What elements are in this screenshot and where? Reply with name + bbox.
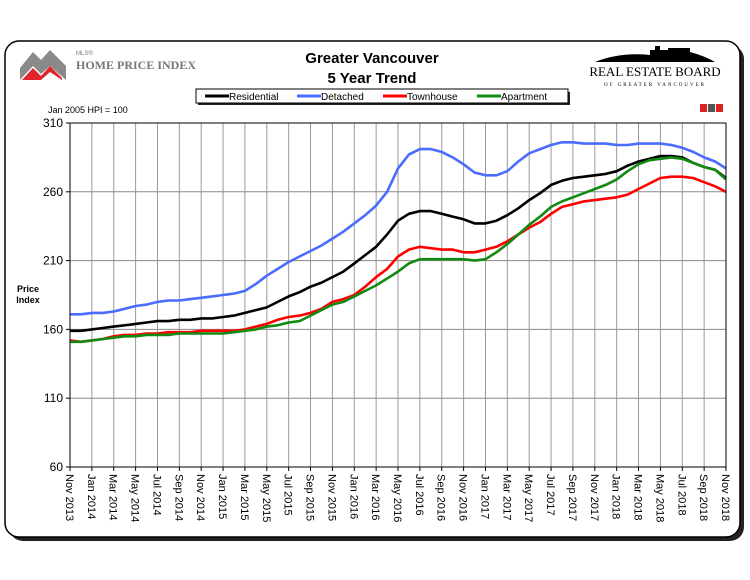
x-tick-label: Sep 2018 bbox=[697, 474, 709, 521]
y-tick-label: 60 bbox=[50, 460, 64, 474]
x-tick-label: Jul 2016 bbox=[413, 474, 425, 516]
legend: Residential Detached Townhouse Apartment bbox=[195, 88, 570, 105]
chart-panel bbox=[4, 40, 741, 538]
x-tick-label: Jul 2015 bbox=[282, 474, 294, 516]
legend-label-apartment: Apartment bbox=[501, 92, 547, 103]
x-tick-label: Nov 2017 bbox=[588, 474, 600, 521]
chart-title: Greater Vancouver bbox=[305, 50, 439, 67]
x-tick-label: Jan 2017 bbox=[478, 474, 490, 519]
x-tick-label: Jul 2018 bbox=[675, 474, 687, 516]
x-tick-label: Jan 2016 bbox=[347, 474, 359, 519]
rebgv-logo: REAL ESTATE BOARD OF GREATER VANCOUVER bbox=[589, 46, 721, 88]
x-tick-label: May 2014 bbox=[129, 474, 141, 522]
x-tick-label: May 2018 bbox=[653, 474, 665, 522]
x-tick-label: Sep 2016 bbox=[435, 474, 447, 521]
x-tick-label: Jul 2017 bbox=[544, 474, 556, 516]
x-tick-label: Mar 2018 bbox=[632, 474, 644, 520]
x-tick-label: May 2017 bbox=[522, 474, 534, 522]
logo-reb-text: REAL ESTATE BOARD bbox=[589, 64, 720, 79]
series-line-detached bbox=[70, 141, 727, 316]
logo-house-icon bbox=[20, 50, 66, 80]
x-tick-label: Nov 2014 bbox=[194, 474, 206, 521]
legend-label-detached: Detached bbox=[321, 92, 364, 103]
y-tick-label: 110 bbox=[44, 391, 63, 405]
x-tick-label: Jan 2018 bbox=[610, 474, 622, 519]
x-tick-label: Mar 2016 bbox=[369, 474, 381, 520]
x-tick-label: Nov 2018 bbox=[719, 474, 731, 521]
logo-mls-text: MLS® bbox=[76, 50, 93, 57]
x-tick-label: Sep 2015 bbox=[304, 474, 316, 521]
x-tick-label: Jul 2014 bbox=[150, 474, 162, 516]
x-tick-label: Nov 2015 bbox=[325, 474, 337, 521]
x-tick-label: Nov 2016 bbox=[457, 474, 469, 521]
y-axis-label: Price Index bbox=[16, 284, 40, 305]
logo-graph-icon bbox=[22, 66, 62, 80]
series-line-residential bbox=[70, 154, 727, 333]
legend-label-residential: Residential bbox=[229, 92, 278, 103]
mls-hpi-logo: MLS® HOME PRICE INDEX bbox=[20, 50, 196, 80]
x-tick-label: Mar 2017 bbox=[500, 474, 512, 520]
x-tick-label: May 2015 bbox=[260, 474, 272, 522]
series-line-apartment bbox=[70, 156, 727, 344]
x-tick-label: Mar 2014 bbox=[107, 474, 119, 520]
logo-reb-sub: OF GREATER VANCOUVER bbox=[604, 83, 706, 88]
base-note: Jan 2005 HPI = 100 bbox=[48, 105, 128, 115]
x-tick-label: Jan 2014 bbox=[85, 474, 97, 519]
x-tick-label: Sep 2017 bbox=[566, 474, 578, 521]
y-tick-label: 210 bbox=[43, 254, 63, 268]
logo-hpi-text: HOME PRICE INDEX bbox=[76, 58, 196, 72]
x-tick-label: Sep 2014 bbox=[172, 474, 184, 521]
y-tick-label: 310 bbox=[43, 116, 63, 130]
x-tick-label: May 2016 bbox=[391, 474, 403, 522]
y-tick-label: 160 bbox=[43, 322, 63, 336]
legend-label-townhouse: Townhouse bbox=[407, 92, 458, 103]
x-tick-label: Jan 2015 bbox=[216, 474, 228, 519]
chart-subtitle: 5 Year Trend bbox=[328, 70, 417, 87]
y-tick-label: 260 bbox=[43, 185, 63, 199]
x-tick-label: Nov 2013 bbox=[63, 474, 75, 521]
mls-badge-icon bbox=[700, 104, 723, 112]
skyline-icon bbox=[595, 46, 715, 62]
x-tick-label: Mar 2015 bbox=[238, 474, 250, 520]
